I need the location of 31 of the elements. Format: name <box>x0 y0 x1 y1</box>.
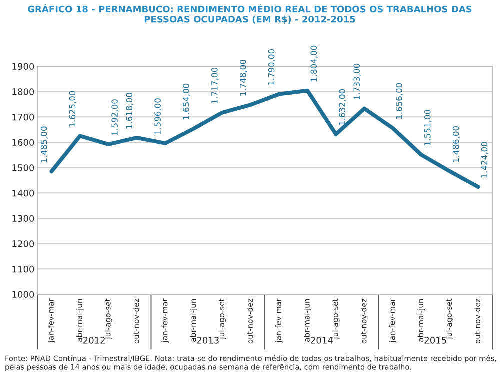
data-label: 1.790,00 <box>268 49 276 86</box>
y-tick-label: 1000 <box>12 291 34 298</box>
data-label: 1.618,00 <box>126 93 134 129</box>
chart-title: GRÁFICO 18 - PERNAMBUCO: RENDIMENTO MÉDIO REAL DE TODOS OS TRABALHOS DAS PESSOAS OCUPADAS (EM R$) - 2012-2015 <box>28 4 472 24</box>
text: 2014 <box>311 337 333 344</box>
data-label: 1.632,00 <box>339 90 346 126</box>
y-tick-label: 1800 <box>12 88 34 96</box>
data-label: 1.804,00 <box>310 46 318 82</box>
y-tick-label: 1600 <box>12 139 34 146</box>
y-tick-label: 1300 <box>12 215 34 222</box>
text: 2013 <box>197 337 219 344</box>
data-label: 1.596,00 <box>154 98 162 134</box>
data-label: 1.717,00 <box>212 68 219 104</box>
data-label: 1.733,00 <box>354 64 361 100</box>
data-label: 1.592,00 <box>112 100 119 136</box>
data-label: 1.486,00 <box>452 126 460 162</box>
data-label: 1.654,00 <box>183 84 190 120</box>
y-tick-label: 1400 <box>12 190 34 197</box>
text: 2015 <box>424 337 446 344</box>
y-tick-label: 1900 <box>12 63 34 70</box>
y-tick-label: 1200 <box>12 240 34 248</box>
data-label: 1.656,00 <box>396 83 404 120</box>
data-label: 1.551,00 <box>424 110 432 146</box>
text: 2012 <box>84 337 105 344</box>
data-label: 1.625,00 <box>69 91 76 127</box>
y-tick-label: 1100 <box>12 266 34 273</box>
y-tick-label: 1500 <box>12 164 34 172</box>
y-tick-label: 1700 <box>12 114 34 121</box>
data-label: 1.424,00 <box>481 142 488 178</box>
data-label: 1.485,00 <box>40 126 48 162</box>
data-label: 1.748,00 <box>240 60 248 96</box>
